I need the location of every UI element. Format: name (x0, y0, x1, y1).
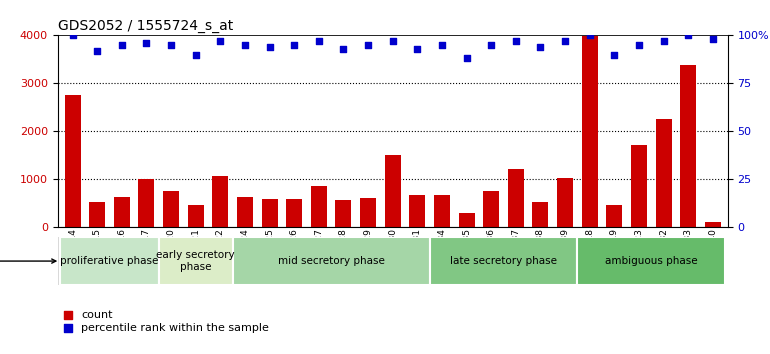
Point (682, 33, 695, 38)
Point (559, 38, 571, 44)
Bar (262, 199, 277, 227)
Bar (360, 198, 376, 227)
Bar (508, 169, 524, 227)
Bar (163, 191, 179, 227)
Bar (533, 202, 548, 227)
Bar (680, 65, 696, 227)
Point (263, 44, 276, 50)
Bar (631, 145, 647, 227)
Point (411, 46, 424, 52)
Point (485, 42, 497, 48)
Bar (557, 178, 573, 227)
Point (658, 38, 670, 44)
Text: late secretory phase: late secretory phase (450, 256, 557, 266)
Text: proliferative phase: proliferative phase (60, 256, 159, 266)
Point (116, 42, 128, 48)
Bar (89, 202, 105, 227)
Bar (311, 186, 326, 227)
Bar (410, 195, 425, 227)
Bar (578, 237, 725, 285)
Point (337, 46, 350, 52)
Point (362, 42, 374, 48)
Bar (430, 237, 578, 285)
Point (584, 33, 596, 38)
Text: GDS2052 / 1555724_s_at: GDS2052 / 1555724_s_at (58, 19, 233, 33)
Text: ambiguous phase: ambiguous phase (605, 256, 698, 266)
Point (140, 40, 152, 46)
Bar (159, 237, 233, 285)
Point (707, 36, 719, 42)
Point (534, 44, 547, 50)
Point (313, 38, 325, 44)
Point (633, 42, 645, 48)
Point (189, 52, 202, 57)
Bar (484, 191, 499, 227)
Point (510, 38, 522, 44)
Bar (434, 195, 450, 227)
Text: mid secretory phase: mid secretory phase (278, 256, 384, 266)
Bar (459, 213, 474, 227)
Bar (114, 197, 130, 227)
Bar (606, 205, 622, 227)
Point (66, 33, 79, 38)
Bar (705, 222, 721, 227)
Bar (188, 205, 204, 227)
Point (288, 42, 300, 48)
Point (165, 42, 177, 48)
Bar (233, 237, 430, 285)
Legend: count, percentile rank within the sample: count, percentile rank within the sample (63, 310, 269, 333)
Point (214, 38, 226, 44)
Bar (385, 155, 400, 227)
Point (608, 52, 621, 57)
Point (239, 42, 251, 48)
Text: other: other (0, 256, 56, 266)
Bar (655, 119, 671, 227)
Bar (213, 176, 228, 227)
Text: early secretory
phase: early secretory phase (156, 250, 235, 272)
Bar (581, 36, 598, 227)
Bar (60, 237, 159, 285)
Bar (139, 179, 155, 227)
Point (387, 38, 399, 44)
Bar (336, 200, 351, 227)
Point (460, 56, 473, 61)
Point (436, 42, 448, 48)
Bar (286, 199, 302, 227)
Bar (65, 95, 81, 227)
Point (91, 48, 103, 53)
Bar (237, 197, 253, 227)
